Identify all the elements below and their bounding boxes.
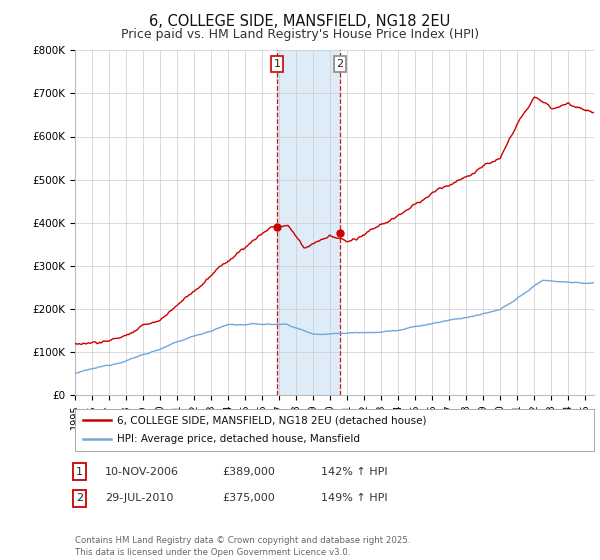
Text: HPI: Average price, detached house, Mansfield: HPI: Average price, detached house, Mans… (116, 435, 359, 445)
Text: 2: 2 (76, 493, 83, 503)
Text: 29-JUL-2010: 29-JUL-2010 (105, 493, 173, 503)
Text: 6, COLLEGE SIDE, MANSFIELD, NG18 2EU (detached house): 6, COLLEGE SIDE, MANSFIELD, NG18 2EU (de… (116, 415, 426, 425)
Bar (277, 50, 340, 395)
Text: 1: 1 (274, 59, 280, 69)
Text: £375,000: £375,000 (222, 493, 275, 503)
Text: 6, COLLEGE SIDE, MANSFIELD, NG18 2EU: 6, COLLEGE SIDE, MANSFIELD, NG18 2EU (149, 14, 451, 29)
Text: 10-NOV-2006: 10-NOV-2006 (105, 466, 179, 477)
Text: £389,000: £389,000 (222, 466, 275, 477)
Text: 1: 1 (76, 466, 83, 477)
Text: 2: 2 (337, 59, 344, 69)
Text: 149% ↑ HPI: 149% ↑ HPI (321, 493, 388, 503)
Text: 142% ↑ HPI: 142% ↑ HPI (321, 466, 388, 477)
Text: Contains HM Land Registry data © Crown copyright and database right 2025.
This d: Contains HM Land Registry data © Crown c… (75, 536, 410, 557)
Text: Price paid vs. HM Land Registry's House Price Index (HPI): Price paid vs. HM Land Registry's House … (121, 28, 479, 41)
